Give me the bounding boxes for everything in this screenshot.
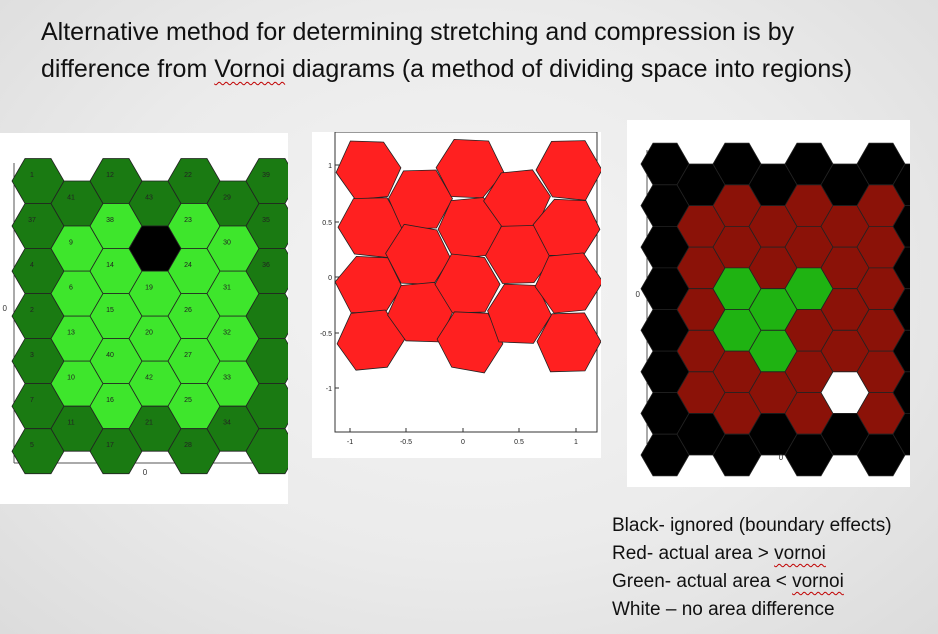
cell-label: 31 bbox=[223, 285, 231, 292]
cell-label: 3 bbox=[30, 352, 34, 359]
black-cell bbox=[892, 371, 910, 414]
legend-red-text: Red- actual area > bbox=[612, 543, 775, 564]
title-vornoi-word: Vornoi bbox=[214, 55, 286, 83]
y-tick-label: 0.5 bbox=[322, 220, 332, 227]
cell-label: 28 bbox=[184, 442, 192, 449]
cell-label: 34 bbox=[223, 420, 231, 427]
cells-group bbox=[11, 158, 288, 475]
cell-label: 40 bbox=[106, 352, 114, 359]
y-axis-zero: 0 bbox=[3, 304, 8, 313]
y-tick-label: -1 bbox=[326, 386, 332, 393]
labeled-cell-plot: 1374237541961310111238141540161743192042… bbox=[3, 158, 288, 477]
actual-area-panel: -1 -0.5 0 0.5 1 1 0.5 0 -0.5 -1 bbox=[312, 132, 601, 458]
y-tick-label: -0.5 bbox=[320, 331, 332, 338]
red-cell-plot: -1 -0.5 0 0.5 1 1 0.5 0 -0.5 -1 bbox=[320, 132, 601, 446]
black-cell bbox=[892, 288, 910, 331]
black-cell bbox=[892, 205, 910, 248]
black-cell bbox=[892, 246, 910, 290]
cell-label: 23 bbox=[184, 217, 192, 224]
labeled-voronoi-panel: 1 37 4 2 3 7 5 41 9 6 13 10 11 12 38 14 15 40 16 17 43 19 20 42… bbox=[0, 133, 288, 504]
cell-label: 19 bbox=[145, 285, 153, 292]
cell-label: 29 bbox=[223, 195, 231, 202]
cell-label: 7 bbox=[30, 397, 34, 404]
cell-label: 30 bbox=[223, 240, 231, 247]
black-cell bbox=[892, 412, 910, 456]
cell-label: 15 bbox=[106, 307, 114, 314]
legend-red-vornoi: vornoi bbox=[774, 543, 826, 564]
cell-label: 16 bbox=[106, 397, 114, 404]
ticks-group: -1 -0.5 0 0.5 1 1 0.5 0 -0.5 -1 bbox=[320, 163, 578, 446]
cell-label: 42 bbox=[145, 375, 153, 382]
cell-label: 2 bbox=[30, 307, 34, 314]
legend-green-vornoi: vornoi bbox=[792, 571, 844, 592]
cell-label: 43 bbox=[145, 195, 153, 202]
x-axis-zero: 0 bbox=[779, 453, 784, 462]
cell-label: 12 bbox=[106, 172, 114, 179]
cell-label: 17 bbox=[106, 442, 114, 449]
cells-group bbox=[334, 138, 601, 374]
title-text-end: diagrams (a method of dividing space int… bbox=[285, 55, 853, 83]
y-axis-zero: 0 bbox=[636, 290, 641, 299]
cell-label: 39 bbox=[262, 172, 270, 179]
x-tick-label: -1 bbox=[347, 439, 353, 446]
slide-title: Alternative method for determining stret… bbox=[41, 14, 901, 88]
cell-label: 5 bbox=[30, 442, 34, 449]
cell-label: 4 bbox=[30, 262, 34, 269]
legend-white: White – no area difference bbox=[612, 599, 835, 620]
cell-label: 1 bbox=[30, 172, 34, 179]
legend-green: Green- actual area < vornoi bbox=[612, 568, 892, 596]
cell-label: 11 bbox=[67, 420, 74, 427]
legend-red: Red- actual area > vornoi bbox=[612, 540, 892, 568]
actual-cell bbox=[336, 309, 406, 371]
actual-cell bbox=[388, 169, 453, 230]
difference-cell-plot: 0 0 bbox=[636, 142, 910, 477]
cell-label: 26 bbox=[184, 307, 192, 314]
actual-cell bbox=[436, 311, 504, 374]
cell-label: 10 bbox=[67, 375, 75, 382]
cell-label: 38 bbox=[106, 217, 114, 224]
cell-label: 20 bbox=[145, 330, 153, 337]
x-tick-label: 0 bbox=[461, 439, 465, 446]
cell-labels-group: 1374237541961310111238141540161743192042… bbox=[28, 172, 270, 449]
cell-label: 24 bbox=[184, 262, 192, 269]
cell-label: 36 bbox=[262, 262, 270, 269]
cell-label: 32 bbox=[223, 330, 231, 337]
actual-cell bbox=[434, 253, 501, 314]
cell-label: 37 bbox=[28, 217, 36, 224]
legend-black: Black- ignored (boundary effects) bbox=[612, 515, 892, 536]
cell-label: 21 bbox=[145, 420, 153, 427]
y-tick-label: 1 bbox=[328, 163, 332, 170]
difference-panel: 0 0 bbox=[627, 120, 910, 487]
actual-cell bbox=[335, 140, 402, 201]
cells-group bbox=[640, 142, 910, 477]
boundary-cell bbox=[245, 428, 288, 475]
title-text: Alternative method for determining stret… bbox=[41, 18, 795, 83]
cell-label: 9 bbox=[69, 240, 73, 247]
black-cell bbox=[892, 329, 910, 373]
actual-cell bbox=[536, 312, 601, 373]
cell-label: 35 bbox=[262, 217, 270, 224]
cell-label: 22 bbox=[184, 172, 192, 179]
cell-label: 33 bbox=[223, 375, 231, 382]
black-cell bbox=[892, 163, 910, 206]
cell-label: 27 bbox=[184, 352, 192, 359]
x-tick-label: -0.5 bbox=[400, 439, 412, 446]
actual-cell bbox=[534, 252, 601, 314]
cell-label: 25 bbox=[184, 397, 192, 404]
cell-label: 13 bbox=[67, 330, 75, 337]
cell-label: 14 bbox=[106, 262, 114, 269]
color-legend: Black- ignored (boundary effects) Red- a… bbox=[612, 512, 892, 624]
x-tick-label: 0.5 bbox=[514, 439, 524, 446]
x-tick-label: 1 bbox=[574, 439, 578, 446]
legend-green-text: Green- actual area < bbox=[612, 571, 793, 592]
x-axis-zero: 0 bbox=[143, 468, 148, 477]
cell-label: 6 bbox=[69, 285, 73, 292]
y-tick-label: 0 bbox=[328, 275, 332, 282]
cell-label: 41 bbox=[67, 195, 75, 202]
